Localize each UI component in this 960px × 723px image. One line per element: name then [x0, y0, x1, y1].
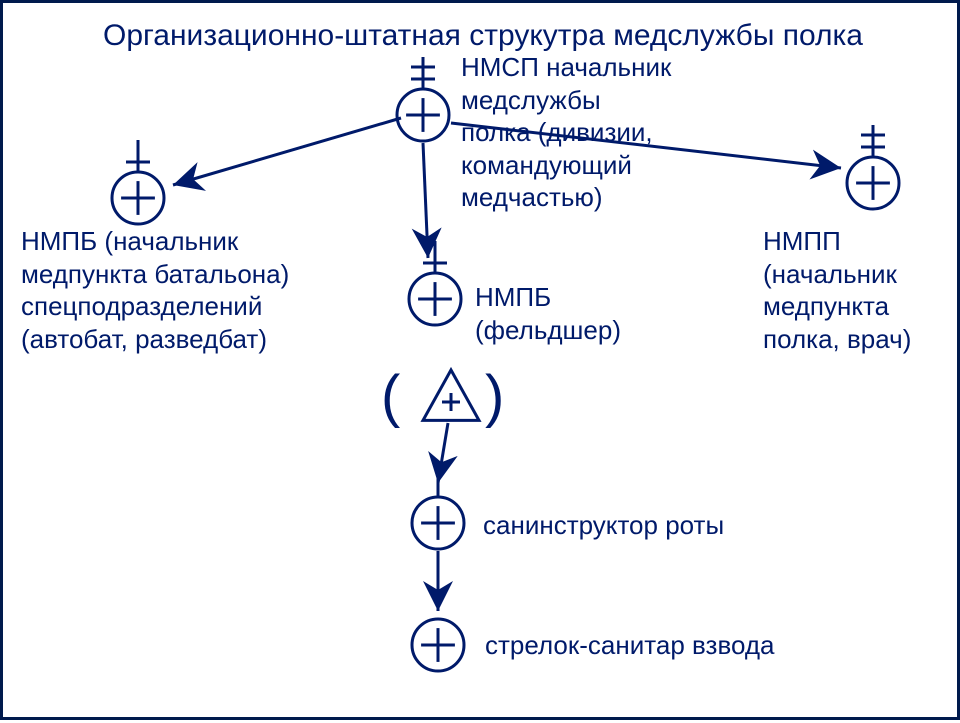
nmsp-label: НМСП начальник медслужбы полка (дивизии,…	[461, 51, 671, 214]
diagram-title: Организационно-штатная струкутра медслуж…	[103, 19, 863, 53]
nmpp-right-label: НМПП (начальник медпункта полка, врач)	[763, 225, 911, 355]
svg-text:): )	[485, 364, 504, 429]
strelok-label: стрелок-санитар взвода	[485, 629, 775, 662]
nmpb-left-label: НМПБ (начальник медпункта батальона) спе…	[21, 225, 289, 355]
nmpb-center-label: НМПБ (фельдшер)	[475, 281, 621, 346]
sanin-label: санинструктор роты	[483, 509, 724, 542]
svg-text:(: (	[381, 364, 400, 429]
